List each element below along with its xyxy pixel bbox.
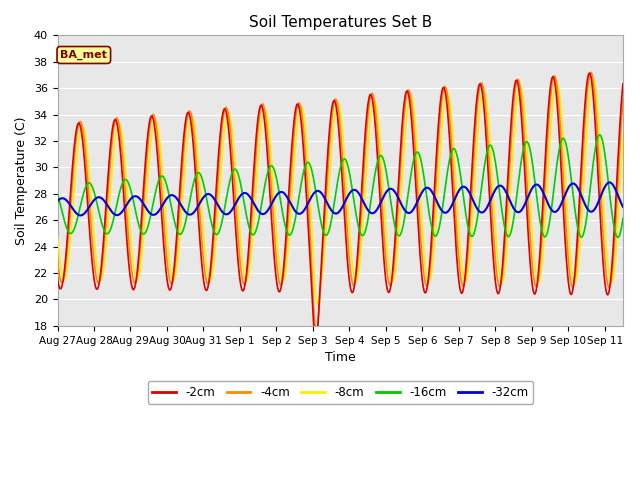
Legend: -2cm, -4cm, -8cm, -16cm, -32cm: -2cm, -4cm, -8cm, -16cm, -32cm: [147, 381, 533, 404]
Text: BA_met: BA_met: [60, 50, 108, 60]
X-axis label: Time: Time: [325, 351, 356, 364]
Title: Soil Temperatures Set B: Soil Temperatures Set B: [248, 15, 432, 30]
Y-axis label: Soil Temperature (C): Soil Temperature (C): [15, 116, 28, 245]
